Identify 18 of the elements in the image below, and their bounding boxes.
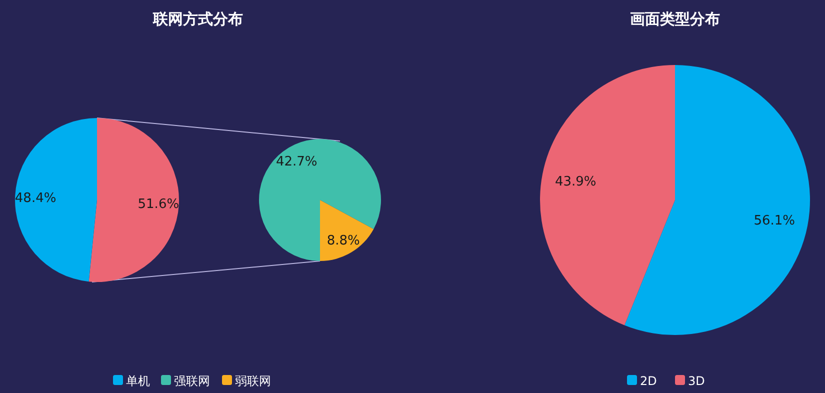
data-label: 42.7% <box>276 154 318 170</box>
data-label: 56.1% <box>754 213 796 228</box>
legend-label: 2D <box>640 374 657 388</box>
data-label: 43.9% <box>554 174 596 190</box>
chart-title: 联网方式分布 <box>152 10 243 28</box>
chart-title: 画面类型分布 <box>630 10 720 28</box>
legend-label: 单机 <box>126 374 150 388</box>
legend-label: 弱联网 <box>235 374 271 388</box>
data-label: 51.6% <box>138 197 180 212</box>
legend-label: 3D <box>688 374 705 388</box>
legend-item: 2D <box>627 374 657 388</box>
legend-item: 弱联网 <box>222 374 271 388</box>
legend-item: 强联网 <box>161 374 210 388</box>
legend-item: 单机 <box>113 374 150 388</box>
legend-label: 强联网 <box>174 374 210 388</box>
legend-item: 3D <box>675 374 705 388</box>
data-label: 8.8% <box>326 233 360 248</box>
data-label: 48.4% <box>14 190 56 206</box>
